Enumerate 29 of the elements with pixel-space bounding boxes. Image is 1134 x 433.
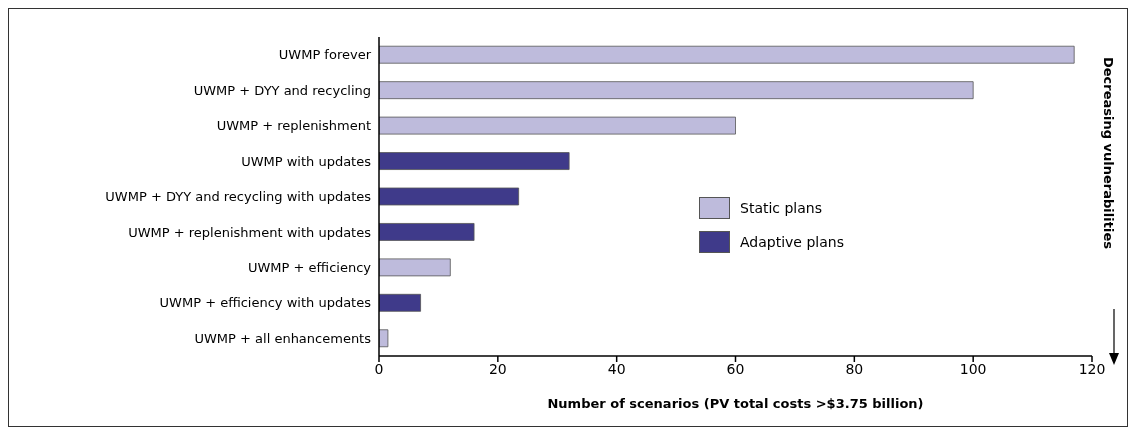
bar	[379, 329, 389, 348]
bar	[379, 223, 475, 241]
x-tick-label: 120	[1078, 360, 1106, 377]
bar	[379, 258, 451, 277]
bar	[379, 45, 1075, 64]
bar	[379, 293, 421, 312]
x-tick-label: 60	[726, 360, 745, 377]
x-tick-label: 0	[374, 360, 384, 377]
y-tick-label: UWMP + replenishment	[216, 118, 371, 134]
y-tick-label: UWMP + efficiency with updates	[159, 295, 372, 311]
y-tick-label: UWMP + DYY and recycling with updates	[105, 189, 372, 205]
bar	[379, 81, 974, 100]
y-tick-label: UWMP + DYY and recycling	[193, 82, 371, 98]
bar	[379, 187, 520, 206]
legend-label: Static plans	[740, 200, 823, 216]
x-tick-label: 100	[959, 360, 987, 377]
text: Decreasing vulnerabilities	[1101, 57, 1116, 251]
y-tick-label: UWMP + all enhancements	[194, 330, 372, 346]
y-tick-label: UWMP forever	[278, 47, 372, 63]
x-tick-label: 80	[845, 360, 864, 377]
y-tick-label: UWMP + replenishment with updates	[128, 224, 372, 240]
y-tick-label: UWMP with updates	[241, 153, 372, 169]
legend-label: Adaptive plans	[740, 234, 844, 250]
bar	[379, 116, 736, 135]
x-axis-title: Number of scenarios (PV total costs >$3.75 billion)	[547, 396, 924, 411]
bar	[379, 152, 570, 170]
x-tick-label: 20	[488, 360, 507, 377]
x-tick-label: 40	[607, 360, 626, 377]
y-tick-label: UWMP + efficiency	[248, 260, 372, 275]
